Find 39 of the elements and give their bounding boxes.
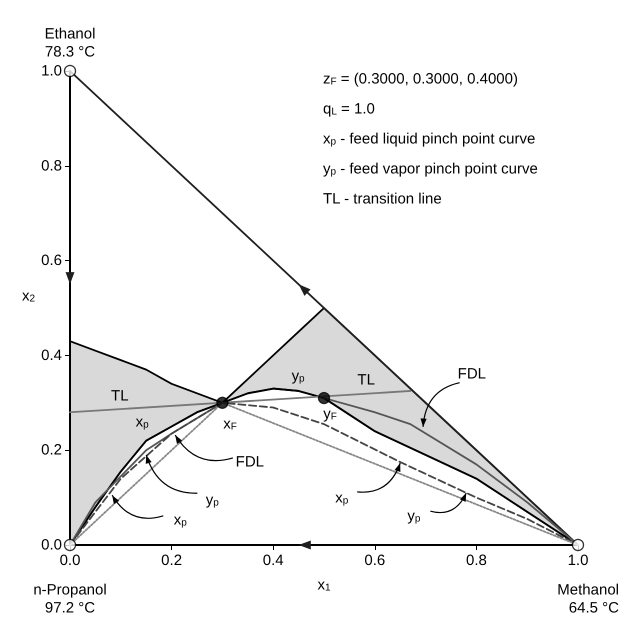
y-tick-label: 0.0 xyxy=(41,536,62,554)
y-tick-label: 0.6 xyxy=(41,252,62,270)
y-tick-label: 1.0 xyxy=(41,62,62,80)
point xyxy=(216,396,229,409)
point xyxy=(572,538,584,552)
point xyxy=(64,538,76,552)
text: n-Propanol 97.2 °C xyxy=(33,582,107,616)
annotation: xp xyxy=(174,511,188,528)
annotation: TL xyxy=(357,372,375,389)
annotation: zF = (0.3000, 0.3000, 0.4000) xyxy=(323,70,518,88)
text: Ethanol 78.3 °C xyxy=(44,26,96,60)
annotation: yp xyxy=(407,508,421,525)
annotation: yp xyxy=(206,491,220,508)
annotation: FDL xyxy=(458,365,486,382)
y-tick-label: 0.2 xyxy=(41,442,62,459)
point xyxy=(318,392,330,404)
annotation: TL - transition line xyxy=(323,190,442,208)
text: Methanol 64.5 °C xyxy=(557,582,620,616)
annotation: FDL xyxy=(236,454,264,471)
annotation: xp xyxy=(136,413,150,430)
x-tick-label: 1.0 xyxy=(568,552,588,569)
y-tick-label: 0.8 xyxy=(41,157,62,174)
x-tick-label: 0.4 xyxy=(262,552,284,569)
annotation: yp xyxy=(292,367,306,384)
annotation: yp - feed vapor pinch point curve xyxy=(323,160,538,178)
annotation: xp xyxy=(335,490,349,507)
annotation: TL xyxy=(111,388,129,405)
x-tick-label: 0.8 xyxy=(466,552,487,569)
point xyxy=(64,64,76,78)
x-tick-label: 0.2 xyxy=(161,552,182,569)
x-tick-label: 0.6 xyxy=(364,552,386,569)
x-tick-label: 0.0 xyxy=(60,552,80,569)
annotation: qL = 1.0 xyxy=(323,100,375,118)
x-axis-title: x1 xyxy=(317,576,331,594)
y-tick-label: 0.4 xyxy=(41,346,62,364)
annotation: xp - feed liquid pinch point curve xyxy=(323,130,536,148)
annotation: yF xyxy=(323,406,337,423)
annotation: xF xyxy=(223,416,237,433)
y-axis-title: x2 xyxy=(22,288,36,304)
